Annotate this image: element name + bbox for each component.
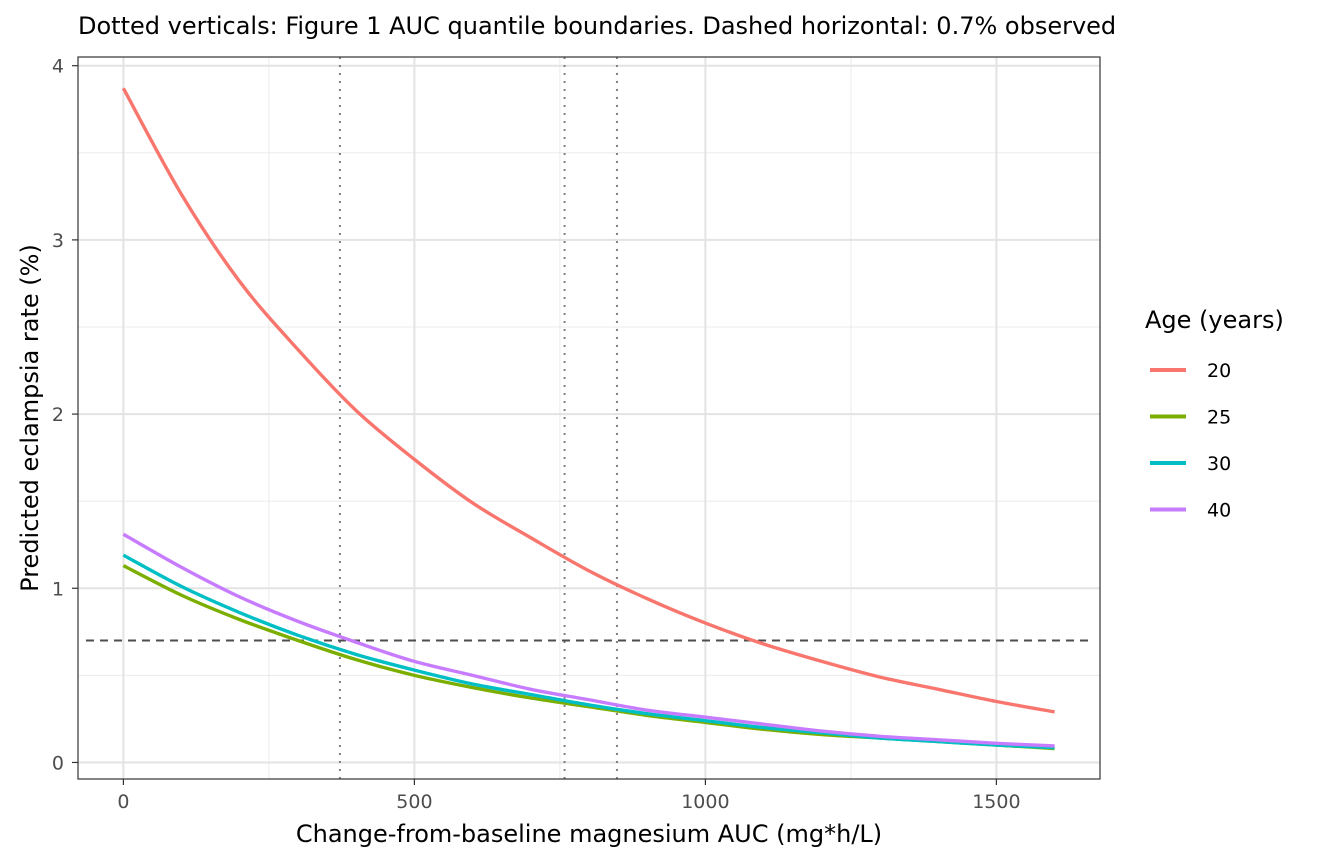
series-line-age-40 — [122, 532, 1055, 748]
legend-item-age-30: 30 — [1150, 453, 1231, 475]
series-line-age-30 — [122, 553, 1055, 750]
x-tick-label: 500 — [396, 791, 432, 813]
x-tick-label: 1000 — [681, 791, 729, 813]
legend-label: 20 — [1207, 360, 1231, 382]
reference-lines — [86, 57, 1092, 779]
x-tick-label: 0 — [117, 791, 129, 813]
y-tick-label: 4 — [52, 56, 64, 78]
plot-border — [77, 56, 1101, 780]
x-axis-title: Change-from-baseline magnesium AUC (mg*h… — [296, 820, 882, 848]
legend-label: 40 — [1207, 500, 1231, 522]
plot-background — [78, 57, 1100, 779]
y-tick-label: 2 — [52, 404, 64, 426]
x-tick-label: 1500 — [972, 791, 1020, 813]
y-tick-label: 3 — [52, 230, 64, 252]
legend-label: 30 — [1207, 453, 1231, 475]
legend-item-age-25: 25 — [1150, 407, 1231, 429]
series-line-age-20 — [121, 87, 1055, 714]
legend-title: Age (years) — [1145, 306, 1284, 334]
legend-item-age-20: 20 — [1150, 360, 1231, 382]
legend: Age (years) 20 25 30 40 — [1145, 306, 1284, 522]
legend-item-age-40: 40 — [1150, 500, 1231, 522]
y-axis-title: Predicted eclampsia rate (%) — [16, 244, 44, 592]
y-tick-label: 1 — [52, 578, 64, 600]
chart-title: Dotted verticals: Figure 1 AUC quantile … — [78, 12, 1116, 40]
plot-panel — [77, 56, 1101, 780]
legend-label: 25 — [1207, 407, 1231, 429]
grid — [78, 57, 1100, 779]
series — [121, 87, 1055, 751]
y-axis-ticks: 0 1 2 3 4 — [52, 56, 78, 774]
y-tick-label: 0 — [52, 752, 64, 774]
x-axis-ticks: 0 500 1000 1500 — [117, 779, 1021, 813]
